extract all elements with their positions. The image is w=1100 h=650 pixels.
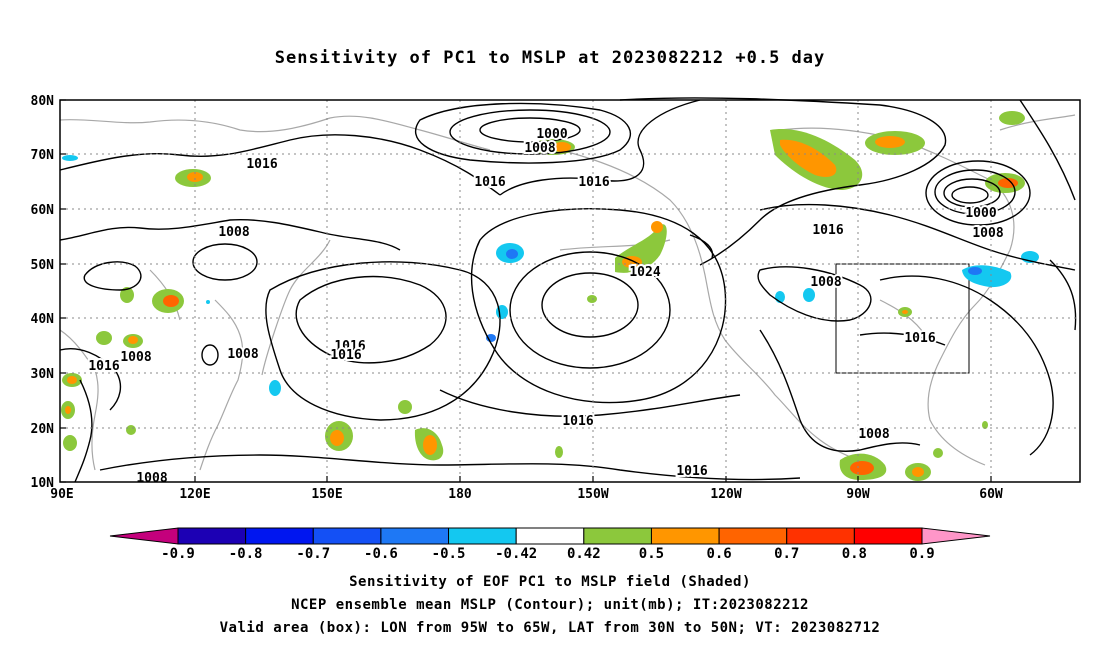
contour-label: 1016 (246, 157, 277, 172)
contour-label: 1016 (812, 223, 843, 238)
contour-label: 1008 (136, 471, 167, 486)
lon-labels: 90E 120E 150E 180 150W 120W 90W 60W (50, 487, 1003, 502)
negative-sensitivity-shading (62, 155, 1039, 396)
colorbar-tick-label: -0.9 (161, 546, 195, 562)
contour-label: 1008 (218, 225, 249, 240)
colorbar-swatch (786, 527, 855, 545)
colorbar-swatch (583, 527, 652, 545)
contour-label: 1016 (676, 464, 707, 479)
contour-label: 1008 (972, 226, 1003, 241)
colorbar-tick-label: 0.9 (909, 546, 934, 562)
lat-label: 10N (31, 476, 55, 491)
lat-labels: 80N 70N 60N 50N 40N 30N 20N 10N (31, 94, 55, 491)
contour-label: 1024 (629, 265, 660, 280)
lon-label: 150E (311, 487, 342, 502)
colorbar-tick-label: 0.7 (774, 546, 799, 562)
colorbar-tick-label: 0.8 (842, 546, 867, 562)
colorbar-tick-label: -0.42 (495, 546, 537, 562)
contour-label: 1008 (524, 141, 555, 156)
colorbar-tick-label: -0.5 (432, 546, 466, 562)
colorbar-high-extend (921, 527, 991, 545)
lat-label: 50N (31, 258, 55, 273)
colorbar-tick-label: 0.42 (567, 546, 601, 562)
contour-label: 1008 (888, 219, 919, 234)
axis-ticks (60, 99, 992, 483)
contour-label: 1016 (334, 339, 365, 354)
lon-label: 60W (979, 487, 1003, 502)
contour-label: 1016 (578, 175, 609, 190)
colorbar-swatch (177, 527, 247, 545)
contour-label: 1016 (904, 331, 935, 346)
lat-label: 30N (31, 367, 55, 382)
contour-label: 1000 (965, 206, 996, 221)
lat-label: 80N (31, 94, 55, 109)
contour-label: 1016 (88, 359, 119, 374)
colorbar-swatch (853, 527, 923, 545)
contour-labels: 1000 1008 1016 1016 1016 1008 1016 1008 … (86, 125, 1005, 488)
colorbar-swatch (380, 527, 450, 545)
colorbar: -0.9 -0.8 -0.7 -0.6 -0.5 -0.42 0.42 0.5 0.6 0.7 0.… (109, 527, 991, 562)
caption-contour: NCEP ensemble mean MSLP (Contour); unit(… (291, 597, 809, 613)
caption-shaded: Sensitivity of EOF PC1 to MSLP field (Sh… (349, 574, 751, 590)
lat-label: 20N (31, 422, 55, 437)
contour-label: 1008 (810, 275, 841, 290)
lon-label: 120E (179, 487, 210, 502)
contour-label: 1016 (474, 175, 505, 190)
lat-label: 40N (31, 312, 55, 327)
contour-label: 1008 (858, 427, 889, 442)
contour-label: 1016 (330, 348, 361, 363)
chart-title: Sensitivity of PC1 to MSLP at 2023082212… (274, 48, 826, 68)
lon-label: 90E (50, 487, 73, 502)
lat-label: 70N (31, 148, 55, 163)
lon-label: 120W (710, 487, 741, 502)
map-frame (59, 99, 1081, 483)
colorbar-swatch (245, 527, 314, 545)
colorbar-swatch (650, 527, 720, 545)
contour-label: 1008 (120, 350, 151, 365)
contour-label: 1016 (562, 414, 593, 429)
colorbar-tick-label: 0.5 (639, 546, 664, 562)
colorbar-tick-label: -0.8 (229, 546, 263, 562)
contour-label: 1000 (536, 127, 567, 142)
lon-label: 90W (846, 487, 870, 502)
mslp-contours (59, 97, 1077, 483)
colorbar-swatch (718, 527, 788, 545)
colorbar-swatch (312, 527, 382, 545)
caption-valid-area: Valid area (box): LON from 95W to 65W, L… (219, 620, 881, 636)
lon-label: 180 (448, 487, 472, 502)
map-plot: 1000 1008 1016 1016 1016 1008 1016 1008 … (31, 94, 1081, 562)
colorbar-swatch (448, 527, 517, 545)
contour-label: 1008 (227, 347, 258, 362)
gridlines (60, 100, 1080, 482)
colorbar-low-extend (109, 527, 179, 545)
colorbar-tick-label: -0.6 (364, 546, 398, 562)
lon-label: 150W (577, 487, 608, 502)
colorbar-swatch (515, 527, 585, 545)
lat-label: 60N (31, 203, 55, 218)
colorbar-tick-label: -0.7 (296, 546, 330, 562)
positive-sensitivity-shading (61, 111, 1025, 481)
colorbar-tick-label: 0.6 (706, 546, 731, 562)
